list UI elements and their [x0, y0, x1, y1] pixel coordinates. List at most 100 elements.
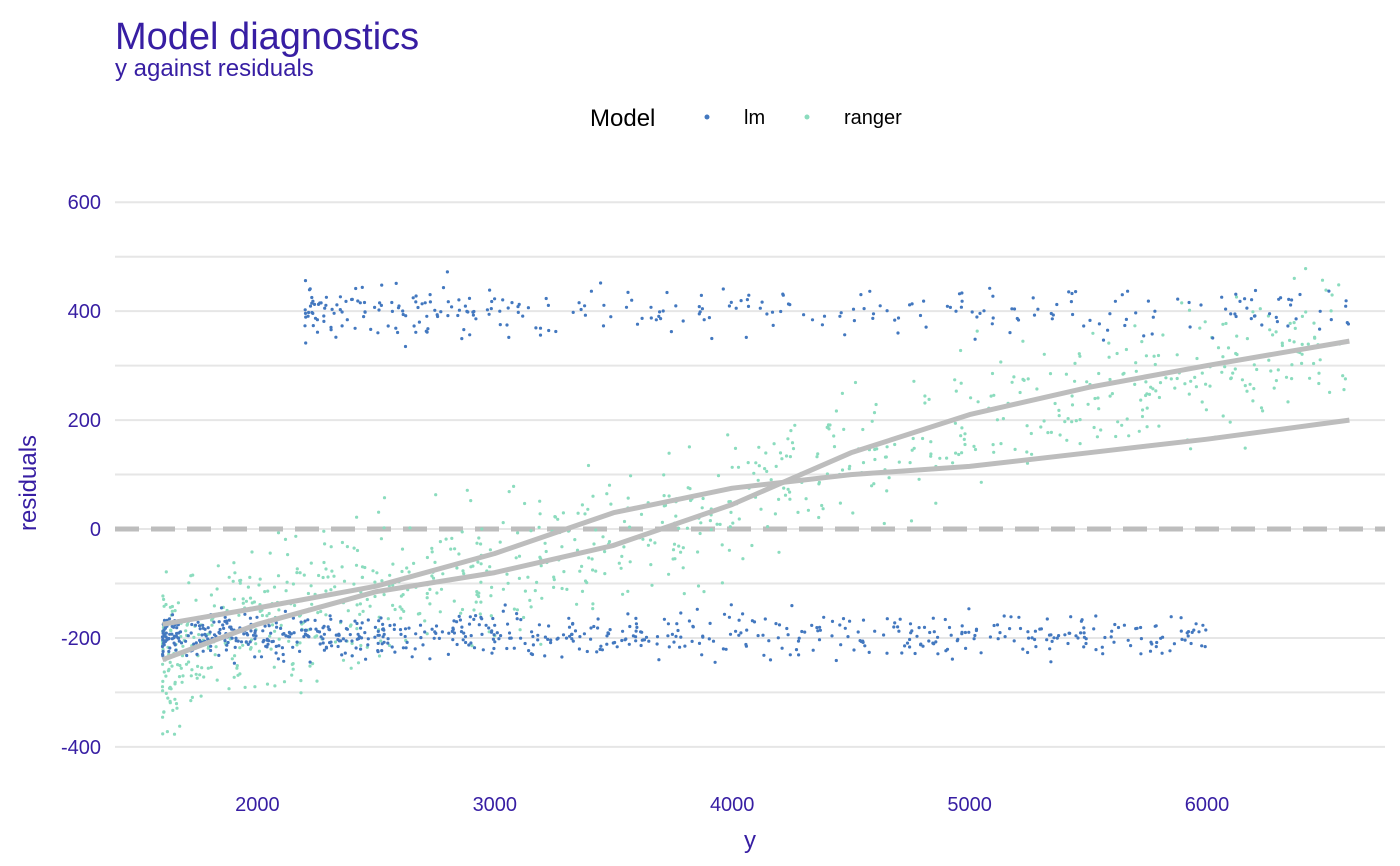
ranger-point	[962, 437, 966, 441]
x-axis-ticks: 2000 3000 4000 5000 6000	[235, 794, 1229, 816]
ranger-point	[1193, 375, 1197, 379]
lm-point	[344, 639, 348, 643]
ranger-point	[360, 575, 365, 579]
ranger-point	[1300, 361, 1304, 365]
lm-point	[298, 649, 302, 654]
ranger-point	[923, 401, 927, 405]
lm-point	[1189, 641, 1193, 646]
lm-point	[988, 286, 992, 290]
ranger-point	[726, 433, 730, 437]
ranger-point	[975, 329, 979, 333]
x-axis-label: y	[744, 827, 756, 854]
ranger-point	[1149, 385, 1153, 389]
lm-point	[335, 303, 339, 307]
lm-point	[380, 649, 384, 653]
lm-point	[447, 631, 451, 635]
ranger-point	[179, 634, 183, 639]
lm-point	[959, 305, 964, 309]
ranger-point	[290, 673, 294, 677]
ranger-point	[752, 471, 756, 475]
ranger-point	[621, 592, 625, 596]
ranger-point	[194, 598, 198, 602]
ranger-point	[522, 615, 526, 620]
lm-point	[1076, 636, 1080, 640]
lm-point	[175, 626, 179, 630]
lm-point	[963, 630, 968, 635]
ranger-point	[190, 668, 194, 672]
lm-point	[445, 270, 449, 274]
lm-point	[536, 638, 540, 642]
lm-point	[379, 616, 383, 620]
lm-point	[303, 279, 308, 283]
ranger-point	[1012, 375, 1016, 379]
ranger-point	[1318, 358, 1322, 362]
grid	[115, 201, 1385, 748]
lm-point	[227, 618, 231, 622]
ranger-point	[587, 556, 591, 560]
ranger-point	[1116, 420, 1120, 424]
lm-point	[577, 647, 582, 651]
lm-point	[885, 651, 889, 655]
lm-point	[198, 627, 202, 631]
lm-point	[334, 335, 338, 339]
ranger-point	[1042, 419, 1046, 423]
lm-point	[498, 323, 502, 327]
ranger-point	[1025, 450, 1029, 454]
ranger-point	[765, 469, 769, 473]
lm-point	[280, 646, 284, 650]
ranger-point	[820, 503, 824, 508]
lm-point	[802, 313, 806, 317]
lm-point	[360, 621, 364, 625]
lm-point	[960, 630, 964, 634]
ranger-point	[1284, 375, 1289, 379]
lm-point	[179, 641, 184, 645]
ranger-point	[400, 569, 404, 574]
lm-point	[841, 617, 846, 621]
lm-point	[1190, 630, 1194, 635]
ranger-point	[1220, 370, 1224, 374]
lm-point	[678, 645, 682, 649]
lm-point	[190, 622, 194, 627]
lm-point	[898, 617, 902, 621]
ranger-point	[501, 587, 505, 591]
ranger-point	[1086, 402, 1090, 406]
ranger-point	[840, 468, 845, 472]
ranger-point	[816, 452, 820, 456]
lm-point	[1211, 336, 1215, 340]
lm-point	[573, 629, 578, 633]
ranger-point	[788, 497, 792, 501]
lm-point	[739, 299, 743, 303]
ranger-point	[1057, 414, 1061, 418]
ranger-point	[746, 461, 750, 465]
ranger-point	[250, 550, 254, 554]
lm-point	[745, 628, 749, 632]
ranger-point	[701, 496, 705, 501]
ranger-point	[352, 546, 356, 550]
lm-point	[666, 622, 671, 626]
lm-point	[404, 314, 408, 318]
ranger-point	[173, 609, 177, 613]
ranger-point	[1114, 434, 1118, 439]
lm-point	[308, 660, 312, 664]
lm-point	[1197, 630, 1201, 634]
lm-point	[967, 607, 971, 611]
lm-point	[816, 629, 820, 633]
ranger-point	[1235, 352, 1239, 357]
ranger-point	[698, 531, 702, 536]
ranger-point	[1078, 418, 1082, 422]
lm-point	[861, 618, 866, 622]
lm-point	[570, 632, 574, 637]
ranger-point	[199, 694, 203, 698]
ranger-point	[345, 545, 349, 549]
ranger-point	[1183, 382, 1187, 386]
ranger-point	[489, 614, 493, 618]
lm-point	[414, 330, 418, 334]
lm-point	[830, 619, 835, 624]
lm-point	[536, 633, 540, 637]
lm-point	[200, 633, 204, 637]
lm-point	[534, 326, 538, 330]
ranger-point	[358, 602, 362, 606]
ranger-point	[299, 691, 303, 695]
ranger-point	[696, 550, 700, 554]
ranger-point	[912, 446, 916, 450]
